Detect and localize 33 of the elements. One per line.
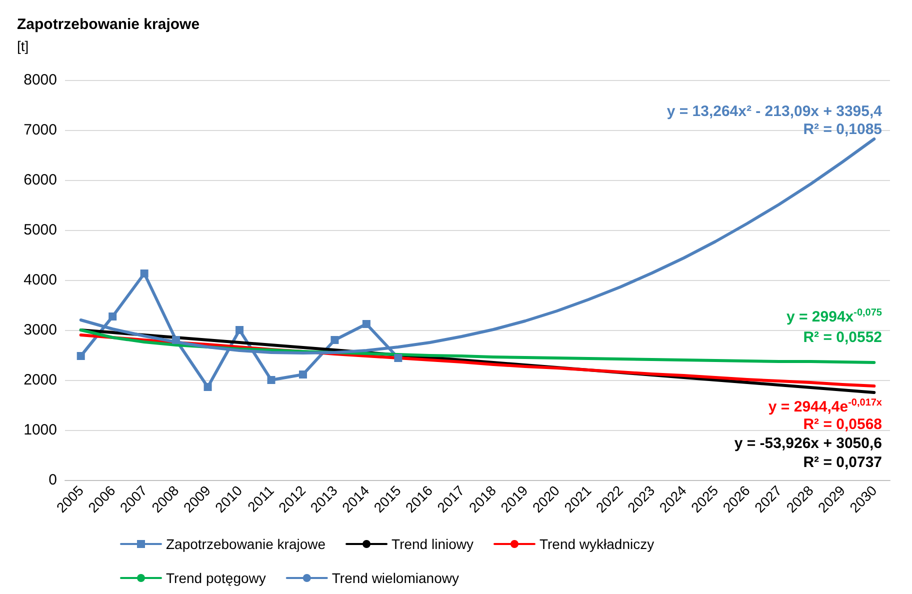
point (362, 320, 370, 328)
y-tick-label: 0 (48, 472, 57, 488)
point (140, 270, 148, 278)
y-axis-title: [t] (17, 38, 29, 54)
annotation: y = -53,926x + 3050,6 (734, 435, 882, 452)
y-tick-label: 4000 (24, 272, 57, 288)
point (330, 336, 339, 344)
annotation: R² = 0,0552 (803, 329, 882, 346)
legend-label: Zapotrzebowanie krajowe (166, 536, 326, 552)
annotation: R² = 0,0737 (803, 454, 882, 471)
point (236, 326, 244, 334)
y-tick-label: 2000 (24, 372, 57, 388)
y-tick-label: 3000 (24, 322, 57, 338)
point (108, 312, 117, 320)
y-tick-label: 6000 (24, 172, 57, 188)
legend-label: Trend potęgowy (166, 570, 266, 586)
y-tick-label: 7000 (24, 122, 57, 138)
point (298, 370, 307, 378)
point (76, 352, 85, 360)
point (394, 354, 402, 362)
annotation: R² = 0,1085 (803, 121, 882, 138)
legend-label: Trend wielomianowy (332, 570, 459, 586)
annotation: R² = 0,0568 (803, 416, 882, 433)
point (204, 383, 212, 391)
y-tick-label: 1000 (24, 422, 57, 438)
y-tick-label: 5000 (24, 222, 57, 238)
annotation: y = 13,264x² - 213,09x + 3395,4 (666, 103, 883, 120)
y-tick-label: 8000 (24, 72, 57, 88)
point (172, 336, 180, 344)
chart-title: Zapotrzebowanie krajowe (17, 16, 200, 33)
legend-label: Trend wykładniczy (539, 536, 654, 552)
legend-label: Trend liniowy (392, 536, 474, 552)
point (267, 376, 276, 384)
